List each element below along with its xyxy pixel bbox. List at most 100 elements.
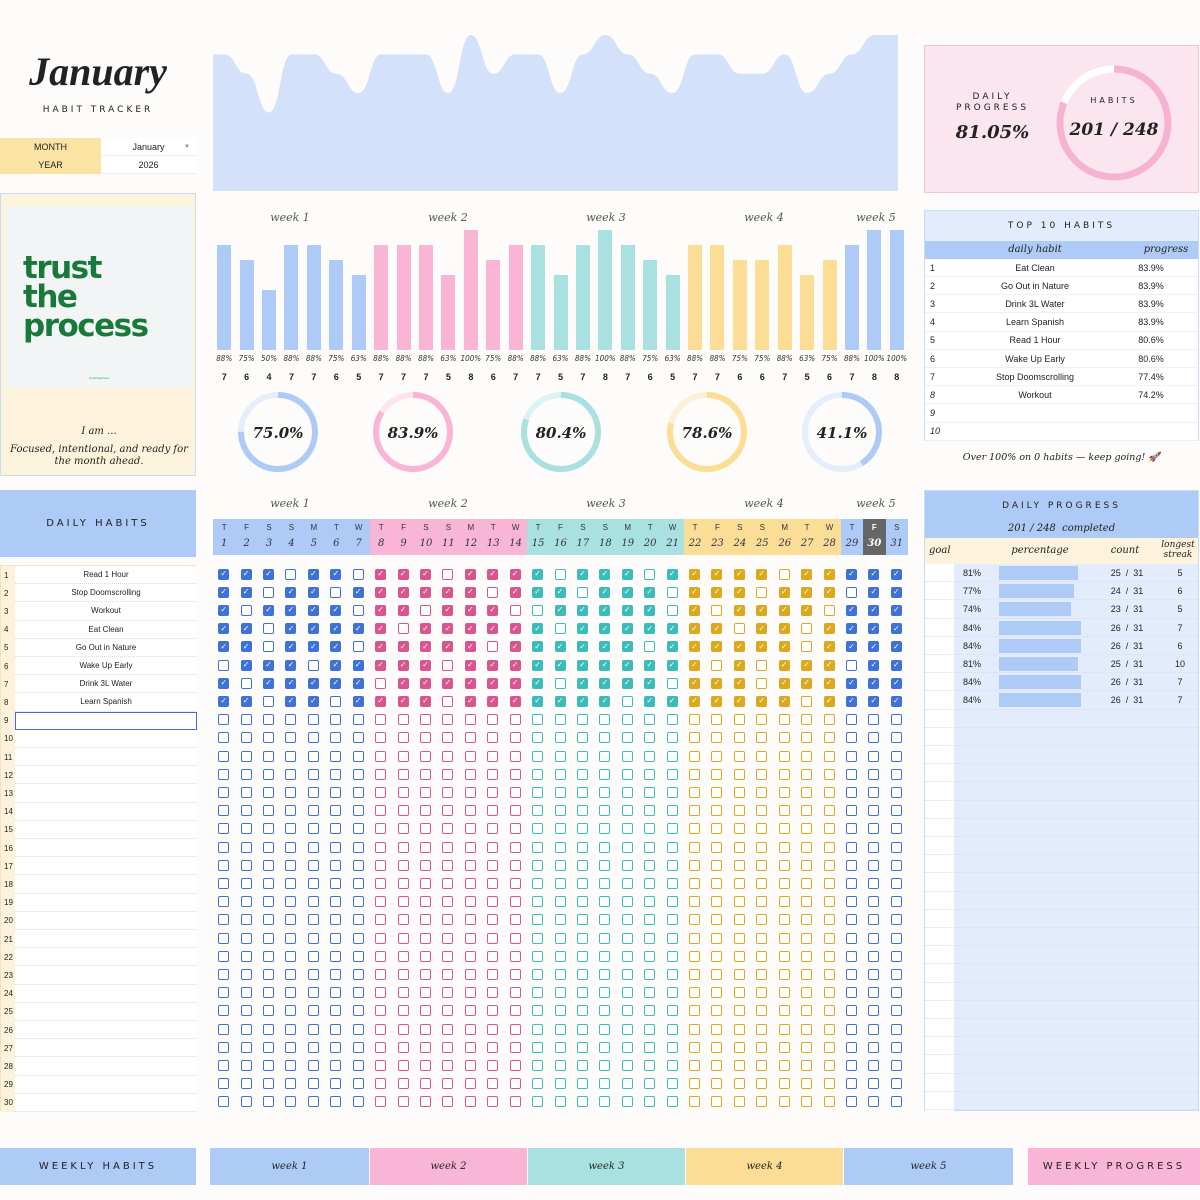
habit-checkbox[interactable] (263, 1078, 275, 1090)
habit-checkbox[interactable] (352, 1096, 364, 1108)
habit-checkbox[interactable]: ✓ (801, 659, 813, 671)
habit-checkbox[interactable] (330, 877, 342, 889)
habit-checkbox[interactable] (890, 1041, 902, 1053)
habit-checkbox[interactable] (375, 950, 387, 962)
habit-checkbox[interactable] (644, 786, 656, 798)
habit-checkbox[interactable]: ✓ (599, 586, 611, 598)
habit-checkbox[interactable]: ✓ (756, 623, 768, 635)
habit-checkbox[interactable] (352, 987, 364, 999)
habit-checkbox[interactable] (868, 1096, 880, 1108)
habit-checkbox[interactable]: ✓ (352, 659, 364, 671)
habit-checkbox[interactable] (801, 750, 813, 762)
habit-checkbox[interactable]: ✓ (307, 623, 319, 635)
habit-checkbox[interactable]: ✓ (330, 641, 342, 653)
habit-checkbox[interactable] (576, 586, 588, 598)
habit-checkbox[interactable] (419, 732, 431, 744)
habit-checkbox[interactable] (419, 1023, 431, 1035)
habit-checkbox[interactable] (756, 786, 768, 798)
habit-checkbox[interactable] (644, 714, 656, 726)
habit-checkbox[interactable] (464, 750, 476, 762)
habit-checkbox[interactable] (285, 768, 297, 780)
habit-checkbox[interactable] (823, 1023, 835, 1035)
habit-checkbox[interactable] (419, 841, 431, 853)
habit-checkbox[interactable]: ✓ (375, 623, 387, 635)
habit-checkbox[interactable]: ✓ (307, 677, 319, 689)
habit-checkbox[interactable] (397, 768, 409, 780)
habit-checkbox[interactable] (307, 1041, 319, 1053)
habit-checkbox[interactable] (689, 1078, 701, 1090)
habit-checkbox[interactable] (464, 786, 476, 798)
habit-checkbox[interactable]: ✓ (263, 677, 275, 689)
habit-checkbox[interactable] (464, 877, 476, 889)
habit-checkbox[interactable] (890, 914, 902, 926)
habit-checkbox[interactable] (442, 932, 454, 944)
habit-checkbox[interactable] (711, 896, 723, 908)
habit-checkbox[interactable] (689, 1096, 701, 1108)
habit-checkbox[interactable] (845, 1059, 857, 1071)
habit-checkbox[interactable]: ✓ (419, 677, 431, 689)
habit-checkbox[interactable]: ✓ (756, 695, 768, 707)
habit-checkbox[interactable] (397, 914, 409, 926)
habit-name-input[interactable] (15, 711, 197, 730)
habit-checkbox[interactable] (240, 987, 252, 999)
habit-checkbox[interactable] (240, 859, 252, 871)
habit-checkbox[interactable] (285, 1005, 297, 1017)
habit-checkbox[interactable]: ✓ (509, 677, 521, 689)
habit-checkbox[interactable] (509, 896, 521, 908)
habit-checkbox[interactable] (464, 714, 476, 726)
habit-checkbox[interactable] (801, 823, 813, 835)
habit-checkbox[interactable] (599, 1078, 611, 1090)
habit-checkbox[interactable] (868, 950, 880, 962)
habit-checkbox[interactable] (576, 1096, 588, 1108)
habit-checkbox[interactable]: ✓ (778, 659, 790, 671)
habit-checkbox[interactable] (375, 677, 387, 689)
habit-checkbox[interactable] (330, 896, 342, 908)
habit-checkbox[interactable] (666, 1059, 678, 1071)
habit-checkbox[interactable] (218, 987, 230, 999)
habit-checkbox[interactable] (285, 877, 297, 889)
habit-checkbox[interactable] (689, 768, 701, 780)
habit-checkbox[interactable] (375, 1005, 387, 1017)
habit-checkbox[interactable] (352, 714, 364, 726)
habit-checkbox[interactable] (756, 841, 768, 853)
habit-checkbox[interactable] (330, 768, 342, 780)
habit-checkbox[interactable] (397, 841, 409, 853)
habit-checkbox[interactable] (756, 1059, 768, 1071)
habit-checkbox[interactable]: ✓ (890, 677, 902, 689)
habit-checkbox[interactable]: ✓ (554, 659, 566, 671)
habit-checkbox[interactable] (285, 750, 297, 762)
habit-checkbox[interactable] (285, 968, 297, 980)
habit-checkbox[interactable]: ✓ (845, 677, 857, 689)
habit-checkbox[interactable] (554, 677, 566, 689)
habit-checkbox[interactable] (644, 896, 656, 908)
habit-checkbox[interactable] (711, 968, 723, 980)
habit-checkbox[interactable] (801, 786, 813, 798)
habit-checkbox[interactable] (352, 968, 364, 980)
habit-name-input[interactable] (15, 820, 197, 839)
habit-checkbox[interactable]: ✓ (375, 659, 387, 671)
habit-checkbox[interactable] (442, 859, 454, 871)
habit-checkbox[interactable] (419, 1041, 431, 1053)
habit-checkbox[interactable] (218, 1023, 230, 1035)
habit-checkbox[interactable] (823, 750, 835, 762)
habit-checkbox[interactable]: ✓ (823, 659, 835, 671)
habit-checkbox[interactable] (845, 659, 857, 671)
habit-checkbox[interactable] (509, 750, 521, 762)
habit-checkbox[interactable]: ✓ (890, 641, 902, 653)
habit-checkbox[interactable] (240, 1041, 252, 1053)
habit-checkbox[interactable]: ✓ (375, 604, 387, 616)
habit-checkbox[interactable] (218, 1059, 230, 1071)
habit-checkbox[interactable] (576, 987, 588, 999)
habit-checkbox[interactable] (397, 968, 409, 980)
habit-checkbox[interactable] (419, 896, 431, 908)
habit-checkbox[interactable] (599, 896, 611, 908)
habit-checkbox[interactable]: ✓ (644, 604, 656, 616)
habit-checkbox[interactable] (644, 950, 656, 962)
habit-checkbox[interactable] (263, 914, 275, 926)
habit-checkbox[interactable] (644, 1059, 656, 1071)
habit-checkbox[interactable]: ✓ (218, 641, 230, 653)
habit-checkbox[interactable] (666, 604, 678, 616)
habit-checkbox[interactable]: ✓ (352, 677, 364, 689)
habit-checkbox[interactable] (263, 1023, 275, 1035)
habit-checkbox[interactable] (307, 1023, 319, 1035)
